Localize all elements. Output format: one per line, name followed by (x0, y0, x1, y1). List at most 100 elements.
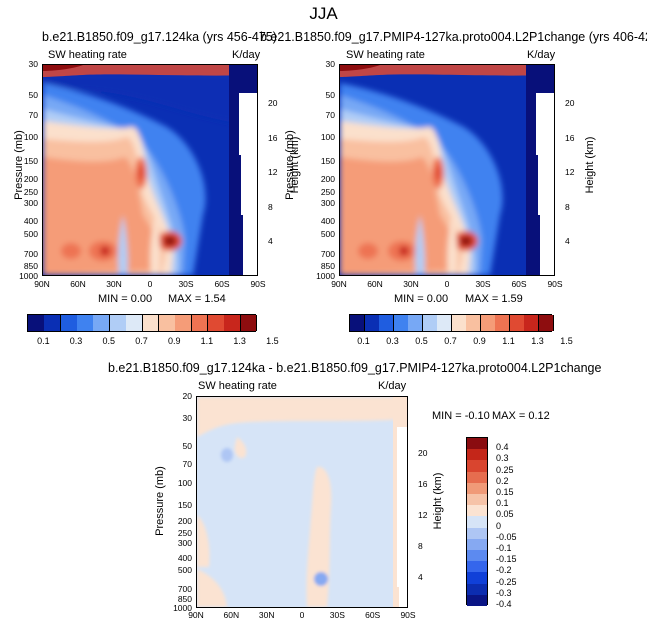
colorbar-swatch (60, 315, 78, 331)
colorbar-swatch (467, 449, 487, 461)
colorbar-label: 0.05 (496, 509, 514, 520)
colorbar-swatch (224, 315, 242, 331)
colorbar-swatch (109, 315, 127, 331)
colorbar-label: 0.5 (102, 336, 116, 346)
panel2-colorbar-labels: 0.1 0.3 0.5 0.7 0.9 1.1 1.3 1.5 (349, 336, 573, 348)
colorbar-swatch (467, 516, 487, 529)
x-tick-label: 90N (34, 279, 50, 289)
colorbar-label: 0.15 (496, 487, 514, 497)
colorbar-swatch (467, 471, 487, 484)
x-tick-label: 90N (331, 279, 347, 289)
panel1-contour (43, 65, 257, 275)
y-tick-label: 1000 (173, 603, 192, 613)
panel1-title: b.e21.B1850.f09_g17.124ka (yrs 456-475) (42, 30, 277, 44)
colorbar-swatch (467, 482, 487, 495)
colorbar-swatch (191, 315, 209, 331)
x-tick-label: 90S (400, 610, 416, 620)
x-tick-label: 60S (214, 279, 230, 289)
y-tick-label: 250 (320, 187, 335, 198)
y-tick-label: 100 (23, 131, 38, 142)
colorbar-swatch (451, 315, 467, 331)
x-tick-label: 90N (188, 610, 204, 620)
panel1-max-text: MAX = 1.54 (168, 293, 226, 305)
colorbar-swatch (393, 315, 409, 331)
y-tick-label: 70 (325, 110, 335, 121)
x-tick-label: 60N (223, 610, 240, 620)
colorbar-swatch (408, 315, 423, 331)
panel3-max-text: MAX = 0.12 (492, 410, 550, 422)
colorbar-label: -0.4 (496, 599, 512, 609)
panel2-plot-area (339, 64, 555, 276)
panel2-max-text: MAX = 1.59 (465, 293, 523, 305)
colorbar-swatch (480, 315, 496, 331)
panel1-left-label: SW heating rate (48, 49, 127, 61)
colorbar-swatch (538, 315, 554, 331)
panel3-x-ticks: 90N 60N 30N 0 30S 60S 90S (188, 610, 415, 622)
y-tick-label: 300 (177, 537, 192, 548)
x-tick-label: 30N (106, 279, 122, 289)
colorbar-swatch (93, 315, 111, 331)
x-tick-label: 60N (367, 279, 383, 289)
colorbar-swatch (467, 550, 487, 562)
y-tick-label: 1000 (316, 271, 335, 281)
y-tick-label: 1000 (19, 271, 38, 281)
y-tick-label: 150 (23, 156, 38, 167)
y-tick-label: 250 (23, 187, 38, 198)
panel3-plot-area (196, 396, 408, 608)
y-tick-label: 200 (177, 515, 192, 526)
colorbar-label: 1.3 (531, 336, 544, 346)
y2-tick-label: 16 (418, 479, 428, 490)
panel3-contour (197, 397, 407, 607)
y-tick-label: 700 (177, 583, 192, 594)
colorbar-label: 0.4 (496, 442, 509, 453)
colorbar-label: -0.05 (496, 531, 517, 542)
colorbar-label: 1.1 (502, 336, 515, 346)
x-tick-label: 60S (365, 610, 381, 620)
y2-tick-label: 12 (418, 510, 428, 521)
colorbar-label: 0.1 (37, 336, 50, 346)
y-tick-label: 30 (325, 59, 335, 69)
y-tick-label: 500 (320, 229, 335, 240)
x-tick-label: 0 (147, 279, 153, 289)
panel2-colorbar (349, 314, 554, 332)
panel2-y-axis-title: Pressure (mb) (284, 130, 296, 200)
x-tick-label: 30S (178, 279, 194, 289)
x-tick-label: 0 (444, 279, 450, 289)
colorbar-swatch (142, 315, 160, 331)
y-tick-label: 30 (182, 412, 192, 423)
panel2-x-ticks: 90N 60N 30N 0 30S 60S 90S (331, 279, 562, 291)
y-tick-label: 50 (182, 440, 192, 451)
colorbar-swatch (422, 315, 438, 331)
panel3-min-text: MIN = -0.10 (432, 410, 490, 422)
y-tick-label: 150 (177, 500, 192, 511)
x-tick-label: 90S (547, 279, 563, 289)
y2-tick-label: 8 (418, 541, 423, 552)
y-tick-label: 400 (320, 215, 335, 226)
y-tick-label: 850 (177, 594, 192, 605)
panel1-right-label: K/day (232, 49, 261, 61)
colorbar-swatch (495, 315, 510, 331)
panel3-title: b.e21.B1850.f09_g17.124ka - b.e21.B1850.… (108, 361, 602, 375)
panel1-colorbar (27, 314, 258, 332)
panel3-y-ticks: 20 30 50 70 100 150 200 250 300 400 500 700 850 1000 (156, 391, 194, 613)
colorbar-label: -0.1 (496, 543, 512, 553)
colorbar-label: 0.3 (69, 336, 83, 346)
y-tick-label: 850 (23, 261, 38, 272)
colorbar-swatch (350, 315, 365, 331)
colorbar-swatch (44, 315, 62, 331)
panel3-colorbar (466, 437, 488, 607)
panel2-right-label: K/day (527, 49, 556, 61)
colorbar-label: 0.2 (496, 475, 509, 486)
colorbar-label: 0.3 (496, 453, 509, 464)
y2-tick-label: 4 (418, 572, 423, 583)
colorbar-swatch (467, 561, 487, 573)
y2-tick-label: 12 (268, 167, 278, 178)
figure-title: JJA (309, 4, 338, 23)
colorbar-label: 0.25 (496, 464, 514, 475)
x-tick-label: 30S (329, 610, 345, 620)
panel2-y2-ticks: 20 16 12 8 4 (559, 64, 589, 276)
y-tick-label: 700 (320, 249, 335, 260)
y-tick-label: 400 (23, 215, 38, 226)
y2-tick-label: 16 (565, 132, 575, 143)
panel2-contour (340, 65, 554, 275)
